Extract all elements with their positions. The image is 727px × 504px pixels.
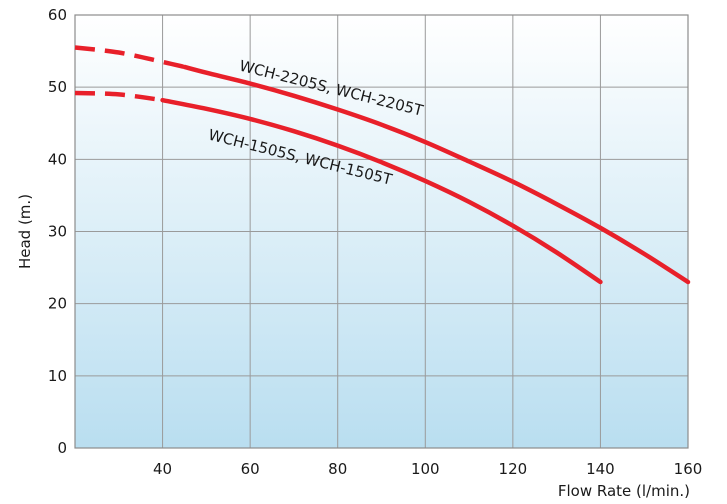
y-tick-label: 30: [48, 223, 67, 241]
series-line-0: [182, 64, 691, 285]
series-line-dashed-1: [74, 90, 163, 103]
x-tick-label: 60: [241, 460, 260, 478]
x-tick-label: 40: [153, 460, 172, 478]
y-tick-label: 10: [48, 367, 67, 385]
x-tick-label: 160: [674, 460, 703, 478]
plot-frame: [74, 14, 689, 449]
series-line-1: [160, 97, 603, 285]
y-tick-label: 20: [48, 295, 67, 313]
tick-labels: 40 60 80 100 120 140 160 0 10 20 30 40 50 60: [48, 6, 702, 478]
series-line-dashed-0: [74, 45, 185, 70]
x-axis-title: Flow Rate (l/min.): [558, 482, 690, 500]
y-tick-label: 60: [48, 6, 67, 24]
x-tick-label: 120: [499, 460, 528, 478]
y-axis-title: Head (m.): [16, 194, 34, 269]
x-tick-label: 140: [586, 460, 615, 478]
x-tick-label: 100: [411, 460, 440, 478]
y-tick-label: 50: [48, 78, 67, 96]
x-tick-label: 80: [328, 460, 347, 478]
curves: [74, 45, 691, 285]
y-tick-label: 0: [57, 439, 67, 457]
y-tick-label: 40: [48, 150, 67, 168]
